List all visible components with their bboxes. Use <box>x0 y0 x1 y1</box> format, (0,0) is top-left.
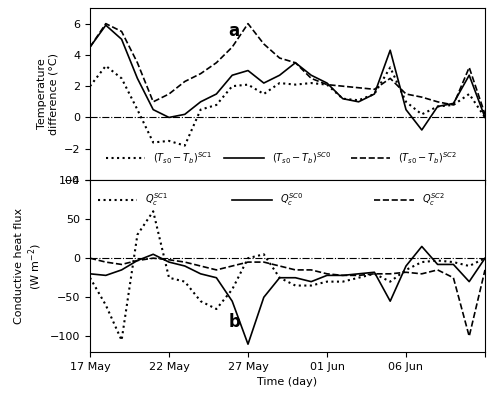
Text: $Q_c^{SC0}$: $Q_c^{SC0}$ <box>280 191 303 208</box>
Text: $(T_{s0}-T_b)^{SC2}$: $(T_{s0}-T_b)^{SC2}$ <box>398 150 457 166</box>
Text: $(T_{s0}-T_b)^{SC1}$: $(T_{s0}-T_b)^{SC1}$ <box>153 150 212 166</box>
Text: a: a <box>228 22 239 40</box>
Text: $Q_c^{SC2}$: $Q_c^{SC2}$ <box>422 191 445 208</box>
X-axis label: Time (day): Time (day) <box>258 377 318 387</box>
Y-axis label: Temperature
difference (°C): Temperature difference (°C) <box>36 53 58 135</box>
Y-axis label: Conductive heat flux
(W m$^{-2}$): Conductive heat flux (W m$^{-2}$) <box>14 208 44 324</box>
Text: $(T_{s0}-T_b)^{SC0}$: $(T_{s0}-T_b)^{SC0}$ <box>272 150 331 166</box>
Text: b: b <box>228 313 240 331</box>
Text: $Q_c^{SC1}$: $Q_c^{SC1}$ <box>146 191 169 208</box>
